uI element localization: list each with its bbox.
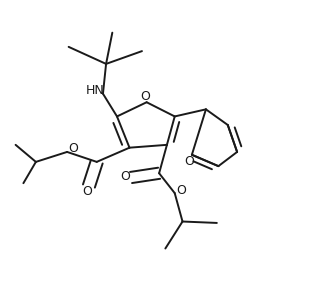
Text: O: O bbox=[82, 185, 92, 198]
Text: O: O bbox=[184, 155, 194, 168]
Text: O: O bbox=[68, 142, 78, 155]
Text: HN: HN bbox=[86, 84, 105, 97]
Text: O: O bbox=[176, 184, 186, 197]
Text: O: O bbox=[140, 90, 150, 103]
Text: O: O bbox=[120, 170, 130, 183]
